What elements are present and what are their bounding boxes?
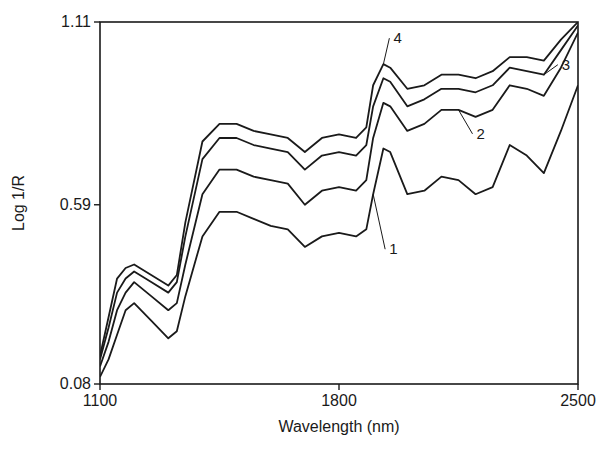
leader-line: [544, 65, 558, 75]
y-tick: [94, 21, 100, 22]
spectrum-line: [100, 33, 578, 367]
spectrum-line: [100, 85, 578, 377]
spectrum-line: [100, 26, 578, 360]
x-axis-title: Wavelength (nm): [278, 418, 399, 435]
y-axis-title: Log 1/R: [10, 175, 27, 231]
x-tick: [577, 384, 578, 390]
x-tick-label: 1800: [321, 392, 357, 409]
x-tick: [99, 384, 100, 390]
series-label: 3: [562, 56, 570, 73]
series-label: 2: [477, 125, 485, 142]
x-tick-label: 1100: [83, 392, 118, 409]
spectrum-line: [100, 22, 578, 356]
plot-frame: [100, 22, 578, 384]
chart: 0.08 0.59 1.11 1100 1800 2500 Wavelength (nm) L…: [0, 0, 610, 455]
x-tick: [338, 384, 339, 390]
lines: [100, 22, 578, 377]
leader-line: [383, 38, 389, 64]
leader-line: [459, 110, 473, 134]
y-tick-label: 0.59: [60, 196, 91, 213]
y-tick: [94, 204, 100, 205]
series-label: 4: [393, 29, 401, 46]
y-tick-label: 1.11: [61, 13, 91, 30]
x-tick-label: 2500: [560, 392, 596, 409]
y-tick: [94, 383, 100, 384]
series-label: 1: [389, 240, 397, 257]
y-tick-label: 0.08: [60, 375, 91, 392]
leader-line: [373, 194, 385, 249]
